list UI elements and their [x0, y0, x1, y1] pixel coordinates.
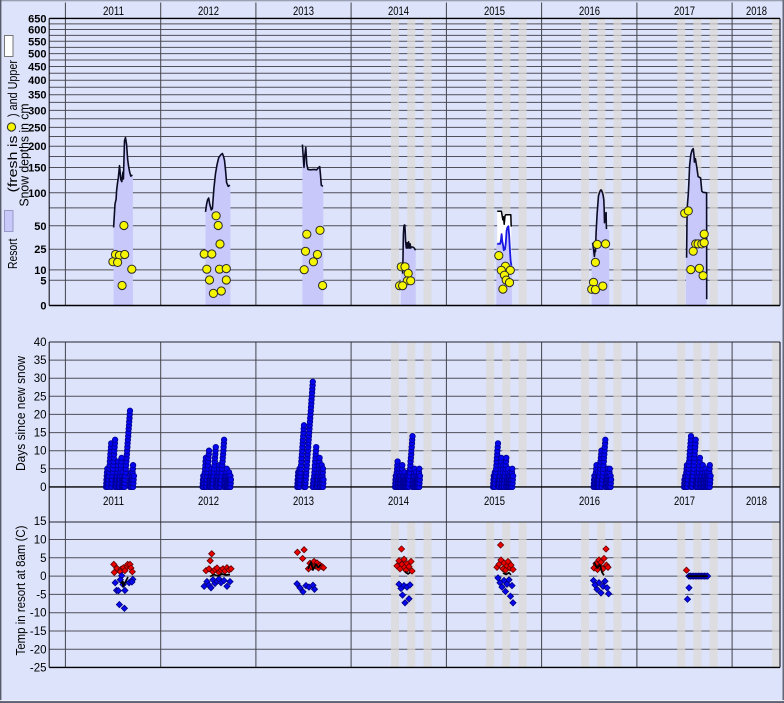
svg-text:150: 150 [28, 163, 46, 175]
svg-text:-20: -20 [30, 644, 47, 656]
svg-text:10: 10 [34, 535, 47, 547]
svg-text:-5: -5 [36, 589, 46, 601]
svg-text:15: 15 [34, 516, 47, 528]
svg-text:550: 550 [28, 36, 46, 48]
svg-text:(fresh is: (fresh is [6, 136, 20, 193]
svg-text:2018: 2018 [746, 496, 767, 508]
svg-text:Days since new snow: Days since new snow [14, 355, 28, 471]
svg-text:650: 650 [28, 13, 46, 25]
svg-text:500: 500 [28, 49, 46, 61]
svg-text:50: 50 [34, 221, 46, 233]
svg-text:600: 600 [28, 25, 46, 37]
svg-text:25: 25 [34, 391, 47, 403]
svg-text:Temp in resort at 8am (C): Temp in resort at 8am (C) [14, 526, 28, 656]
svg-text:300: 300 [28, 105, 46, 117]
svg-text:35: 35 [34, 355, 47, 367]
svg-text:2016: 2016 [579, 496, 600, 508]
svg-text:5: 5 [40, 275, 46, 287]
svg-text:2013: 2013 [293, 496, 314, 508]
svg-text:2015: 2015 [484, 496, 505, 508]
svg-text:2017: 2017 [674, 496, 695, 508]
svg-text:25: 25 [34, 244, 46, 256]
svg-text:2012: 2012 [198, 6, 219, 18]
svg-text:30: 30 [34, 373, 47, 385]
svg-text:2013: 2013 [293, 6, 314, 18]
svg-text:2014: 2014 [388, 6, 409, 18]
svg-text:250: 250 [28, 122, 46, 134]
svg-text:200: 200 [28, 141, 46, 153]
svg-text:2017: 2017 [674, 6, 695, 18]
svg-text:2012: 2012 [198, 496, 219, 508]
svg-text:100: 100 [28, 188, 46, 200]
svg-text:-15: -15 [30, 626, 47, 638]
svg-text:450: 450 [28, 62, 46, 74]
svg-text:400: 400 [28, 75, 46, 87]
svg-text:5: 5 [40, 464, 46, 476]
svg-text:20: 20 [34, 409, 47, 421]
svg-text:) and Upper: ) and Upper [6, 60, 20, 117]
svg-text:Resort: Resort [6, 238, 20, 269]
svg-text:5: 5 [40, 553, 46, 565]
svg-text:2014: 2014 [388, 496, 409, 508]
svg-text:10: 10 [34, 265, 46, 277]
svg-text:2011: 2011 [103, 6, 124, 18]
svg-text:0: 0 [40, 482, 46, 494]
svg-text:15: 15 [34, 428, 47, 440]
svg-text:2016: 2016 [579, 6, 600, 18]
svg-text:-10: -10 [30, 608, 47, 620]
svg-text:0: 0 [40, 301, 46, 313]
svg-text:Snow depths in cm: Snow depths in cm [18, 104, 32, 207]
svg-text:350: 350 [28, 90, 46, 102]
svg-text:2015: 2015 [484, 6, 505, 18]
svg-text:10: 10 [34, 446, 47, 458]
svg-text:0: 0 [40, 571, 46, 583]
svg-text:-25: -25 [30, 663, 47, 675]
svg-text:2018: 2018 [746, 6, 767, 18]
svg-text:2011: 2011 [103, 496, 124, 508]
svg-text:40: 40 [34, 337, 47, 349]
